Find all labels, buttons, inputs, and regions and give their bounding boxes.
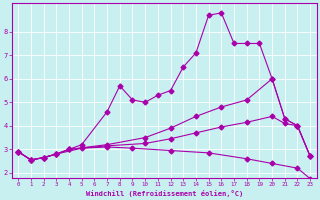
X-axis label: Windchill (Refroidissement éolien,°C): Windchill (Refroidissement éolien,°C) <box>85 190 243 197</box>
